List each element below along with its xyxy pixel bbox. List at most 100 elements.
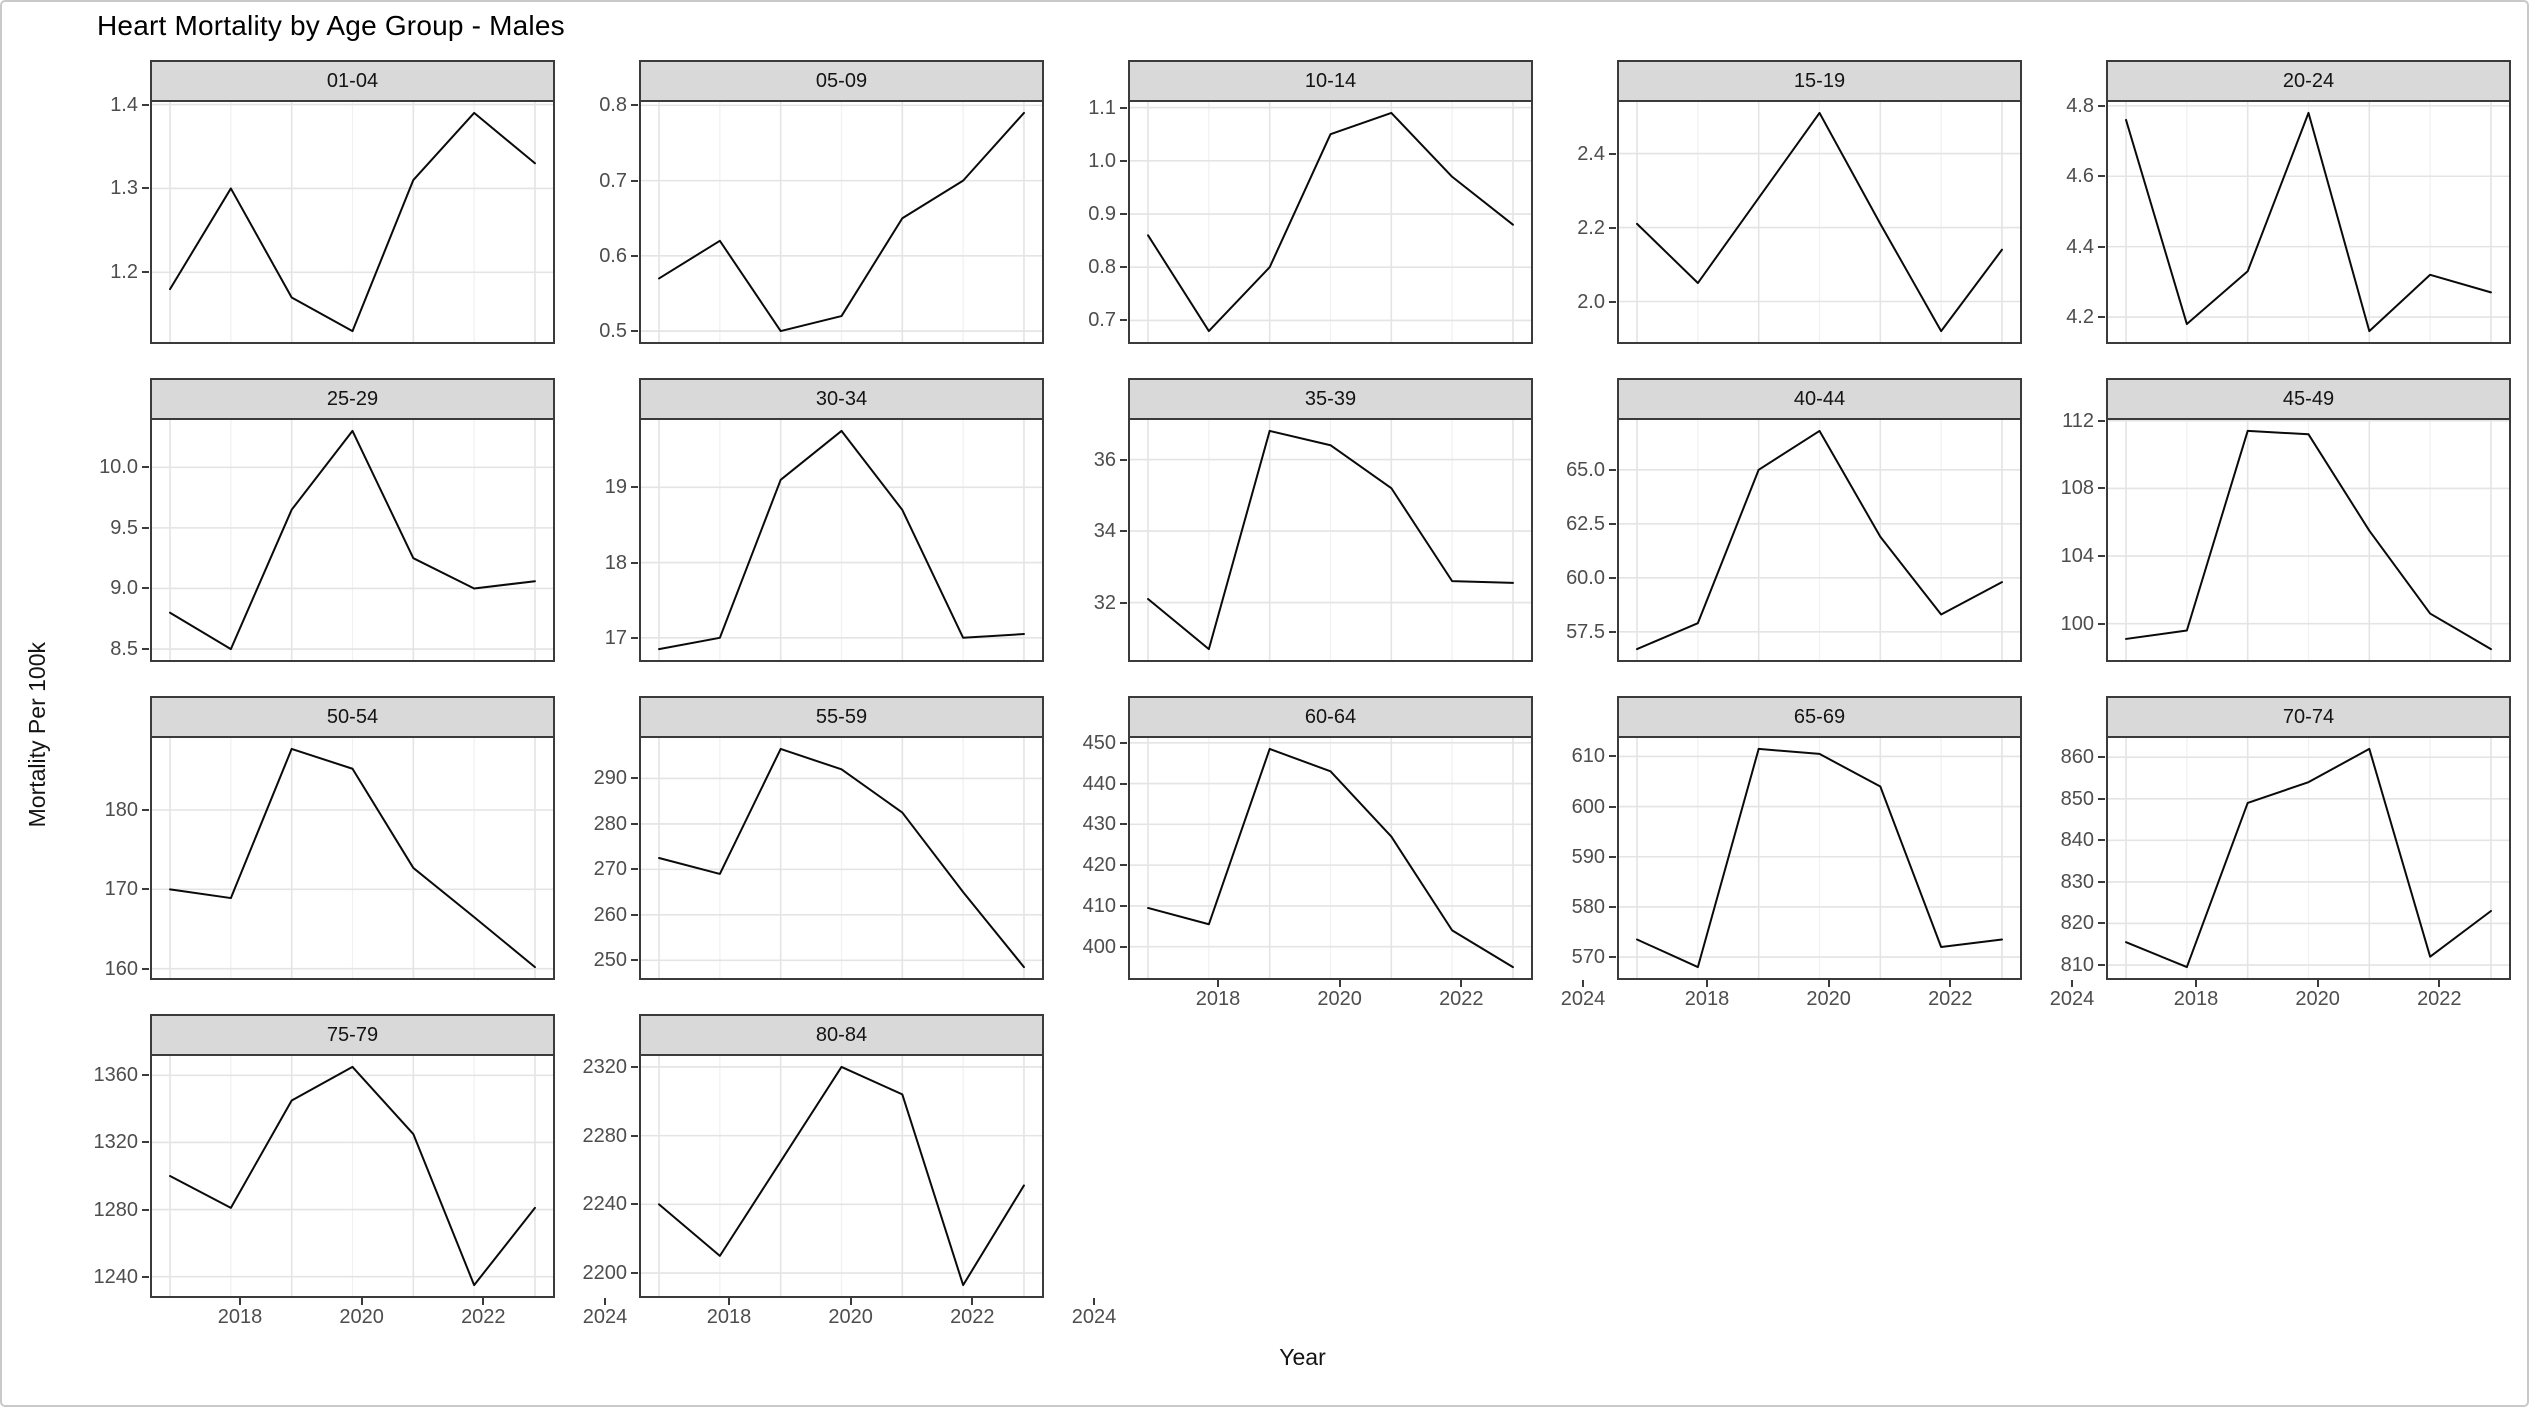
gridlines-major bbox=[641, 102, 1042, 342]
y-tick-mark bbox=[142, 103, 149, 106]
facet-panel bbox=[1619, 738, 2020, 978]
plot-box: 01-04 bbox=[150, 60, 555, 344]
facet-45-49: 100 104 108 112 45-49 bbox=[2036, 378, 2525, 692]
y-tick-mark bbox=[631, 486, 638, 489]
y-tick-label: 1.1 bbox=[1088, 96, 1116, 119]
y-tick-label: 1.3 bbox=[110, 177, 138, 200]
y-tick-mark bbox=[631, 254, 638, 257]
facet-65-69: 570 580 590 600 610 65-69 2018 2020 2022 2024 bbox=[1547, 696, 2094, 1010]
plot-box: 20-24 bbox=[2106, 60, 2511, 344]
gridlines-major bbox=[1130, 102, 1531, 342]
x-tick-mark bbox=[1706, 980, 1709, 987]
facet-55-59: 250 260 270 280 290 55-59 bbox=[569, 696, 1058, 1010]
facet-panel bbox=[152, 738, 553, 978]
x-tick-mark bbox=[2195, 980, 2198, 987]
y-tick-label: 430 bbox=[1082, 813, 1116, 836]
y-tick-mark bbox=[631, 1203, 638, 1206]
y-axis-title: Mortality Per 100k bbox=[24, 642, 50, 828]
plot-box: 15-19 bbox=[1617, 60, 2022, 344]
y-tick-mark bbox=[142, 587, 149, 590]
gridlines-major bbox=[1619, 420, 2020, 660]
y-tick-label: 290 bbox=[593, 767, 627, 790]
facet-strip-label: 65-69 bbox=[1619, 698, 2020, 738]
y-tick-label: 1.0 bbox=[1088, 149, 1116, 172]
facet-main: 55-59 bbox=[639, 696, 1044, 1010]
facet-main: 25-29 bbox=[150, 378, 555, 692]
x-tick-mark bbox=[360, 1298, 363, 1305]
plot-box: 30-34 bbox=[639, 378, 1044, 662]
y-tick-mark bbox=[631, 777, 638, 780]
facet-40-44: 57.5 60.0 62.5 65.0 40-44 bbox=[1547, 378, 2036, 692]
gridlines-major bbox=[641, 738, 1042, 978]
facet-main: 05-09 bbox=[639, 60, 1044, 374]
facet-01-04: 1.2 1.3 1.4 01-04 bbox=[80, 60, 569, 374]
y-tick-label: 32 bbox=[1093, 591, 1116, 614]
y-tick-mark bbox=[1609, 905, 1616, 908]
trend-line bbox=[658, 1065, 1025, 1287]
plot-box: 40-44 bbox=[1617, 378, 2022, 662]
facet-strip-label: 45-49 bbox=[2108, 380, 2509, 420]
facet-main: 40-44 bbox=[1617, 378, 2022, 692]
y-tick-mark bbox=[1120, 458, 1127, 461]
facet-panel bbox=[1619, 420, 2020, 660]
x-tick-label: 2022 bbox=[1928, 988, 1973, 1010]
x-axis bbox=[709, 344, 1114, 374]
y-tick-mark bbox=[1120, 266, 1127, 269]
gridlines-major bbox=[2108, 420, 2509, 660]
y-tick-label: 4.8 bbox=[2066, 94, 2094, 117]
facet-strip-label: 50-54 bbox=[152, 698, 553, 738]
facet-70-74: 810 820 830 840 850 860 70-74 2018 2020 2022 2024 bbox=[2036, 696, 2525, 1010]
facet-panel bbox=[641, 420, 1042, 660]
y-tick-mark bbox=[2098, 839, 2105, 842]
y-tick-label: 400 bbox=[1082, 935, 1116, 958]
x-tick-label: 2024 bbox=[1071, 1306, 1117, 1328]
facet-25-29: 8.5 9.0 9.5 10.0 25-29 bbox=[80, 378, 569, 692]
plot-box: 05-09 bbox=[639, 60, 1044, 344]
chart-title: Heart Mortality by Age Group - Males bbox=[97, 10, 565, 41]
facet-grid: 1.2 1.3 1.4 01-04 0.5 0.6 0.7 0.8 05-09 0.7 0.8 0.9… bbox=[80, 60, 2525, 1328]
x-axis bbox=[1687, 344, 2092, 374]
y-tick-label: 108 bbox=[2060, 477, 2094, 500]
y-tick-mark bbox=[631, 636, 638, 639]
y-tick-mark bbox=[1120, 945, 1127, 948]
y-tick-mark bbox=[1609, 630, 1616, 633]
y-tick-mark bbox=[2098, 964, 2105, 966]
x-tick-label: 2018 bbox=[1195, 988, 1241, 1010]
x-tick-mark bbox=[1827, 980, 1830, 987]
y-tick-mark bbox=[1120, 823, 1127, 826]
facet-panel bbox=[1130, 420, 1531, 660]
y-tick-label: 840 bbox=[2060, 829, 2094, 852]
trend-line bbox=[1147, 747, 1514, 969]
plot-box: 75-79 bbox=[150, 1014, 555, 1298]
facet-main: 60-64 2018 2020 2022 2024 bbox=[1128, 696, 1605, 1010]
x-tick-mark bbox=[1581, 980, 1584, 987]
plot-box: 45-49 bbox=[2106, 378, 2511, 662]
y-tick-mark bbox=[2098, 316, 2105, 318]
x-tick-mark bbox=[728, 1298, 731, 1305]
trend-line bbox=[2125, 747, 2492, 969]
y-tick-label: 4.6 bbox=[2066, 165, 2094, 188]
y-tick-mark bbox=[631, 104, 638, 107]
y-tick-label: 420 bbox=[1082, 854, 1116, 877]
trend-line bbox=[2125, 111, 2492, 333]
gridlines-major bbox=[1619, 102, 2020, 342]
y-tick-label: 104 bbox=[2060, 545, 2094, 568]
x-tick-mark bbox=[239, 1298, 242, 1305]
x-tick-label: 2018 bbox=[2173, 988, 2219, 1010]
y-tick-mark bbox=[631, 959, 638, 962]
x-tick-label: 2024 bbox=[2049, 988, 2095, 1010]
y-tick-mark bbox=[2098, 419, 2105, 422]
y-tick-mark bbox=[631, 913, 638, 916]
y-tick-mark bbox=[1120, 741, 1127, 744]
y-tick-mark bbox=[631, 868, 638, 871]
gridlines-major bbox=[152, 420, 553, 660]
facet-strip-label: 01-04 bbox=[152, 62, 553, 102]
x-axis bbox=[709, 980, 1114, 1010]
facet-panel bbox=[152, 1056, 553, 1296]
y-tick-mark bbox=[631, 1272, 638, 1275]
trend-line bbox=[658, 111, 1025, 333]
facet-80-84: 2200 2240 2280 2320 80-84 2018 2020 2022 2024 bbox=[569, 1014, 1116, 1328]
y-tick-label: 0.6 bbox=[599, 244, 627, 267]
y-tick-mark bbox=[142, 648, 149, 651]
